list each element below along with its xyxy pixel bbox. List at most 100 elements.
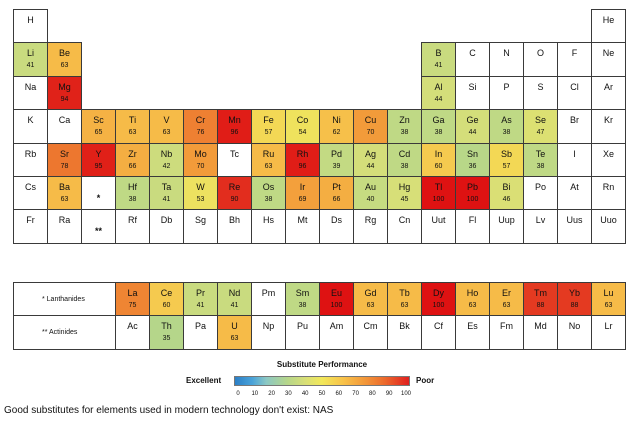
element-cell-uup: Uup bbox=[489, 209, 524, 244]
element-symbol: Po bbox=[534, 182, 546, 192]
element-cell-th: Th 35 bbox=[149, 315, 184, 350]
element-symbol: Rn bbox=[602, 182, 615, 192]
element-symbol: P bbox=[503, 81, 510, 92]
element-score: 63 bbox=[60, 62, 69, 70]
element-symbol: Rf bbox=[128, 215, 137, 226]
element-cell-cr: Cr 76 bbox=[183, 109, 218, 144]
element-cell-lu: Lu 63 bbox=[591, 282, 626, 317]
element-score: 62 bbox=[332, 129, 341, 137]
element-score: 96 bbox=[298, 162, 307, 170]
element-symbol: Ho bbox=[466, 288, 479, 298]
element-symbol: Sg bbox=[194, 215, 206, 226]
element-score: 44 bbox=[468, 129, 477, 137]
element-symbol: Tm bbox=[534, 288, 547, 298]
element-symbol: Eu bbox=[330, 288, 342, 298]
element-cell-v: V 63 bbox=[149, 109, 184, 144]
element-symbol: Sb bbox=[500, 148, 512, 159]
element-score: 45 bbox=[400, 196, 409, 203]
element-cell-ar: Ar bbox=[591, 75, 626, 111]
element-cell-fe: Fe 57 bbox=[251, 109, 286, 144]
element-score: 70 bbox=[196, 162, 205, 170]
element-symbol: Ne bbox=[602, 48, 615, 59]
element-cell-cd: Cd 38 bbox=[387, 142, 422, 177]
element-symbol: Tl bbox=[434, 182, 443, 192]
element-cell-cf: Cf bbox=[421, 315, 456, 350]
element-score: 65 bbox=[94, 129, 103, 137]
element-cell-ba: Ba 63 bbox=[47, 176, 82, 211]
element-symbol: Mo bbox=[194, 148, 207, 159]
element-score: 69 bbox=[298, 196, 307, 203]
element-symbol: Zn bbox=[399, 115, 410, 126]
element-symbol: Ca bbox=[58, 115, 71, 126]
element-cell-na: Na bbox=[13, 75, 48, 111]
element-cell-po: Po bbox=[523, 176, 558, 211]
caption: Good substitutes for elements used in mo… bbox=[4, 405, 334, 416]
element-score: 63 bbox=[128, 129, 137, 137]
element-score: 41 bbox=[230, 302, 239, 309]
legend-tick-label: 70 bbox=[352, 391, 359, 397]
legend-tick-label: 90 bbox=[385, 391, 393, 397]
element-score: 75 bbox=[128, 302, 137, 309]
element-symbol: Ds bbox=[331, 215, 342, 226]
element-cell-sr: Sr 78 bbox=[47, 142, 82, 177]
element-symbol: Hf bbox=[128, 182, 137, 192]
element-symbol: Sm bbox=[295, 288, 310, 298]
element-score: 63 bbox=[468, 302, 477, 309]
element-symbol: Se bbox=[534, 115, 546, 126]
element-symbol: No bbox=[568, 321, 581, 332]
element-cell-li: Li 41 bbox=[13, 42, 48, 77]
legend-tick-label: 80 bbox=[369, 391, 376, 397]
element-cell-sb: Sb 57 bbox=[489, 142, 524, 177]
element-symbol: At bbox=[570, 182, 579, 192]
element-cell-nd: Nd 41 bbox=[217, 282, 252, 317]
element-cell-ge: Ge 44 bbox=[455, 109, 490, 144]
element-symbol: Ru bbox=[262, 148, 275, 159]
element-score: 60 bbox=[434, 162, 443, 170]
element-cell-c: C bbox=[455, 42, 490, 77]
element-symbol: C bbox=[469, 48, 476, 59]
element-symbol: Ar bbox=[604, 81, 613, 92]
element-symbol: Au bbox=[364, 182, 376, 192]
element-symbol: Rb bbox=[24, 148, 37, 159]
element-symbol: Ni bbox=[332, 115, 341, 126]
element-cell-k: K bbox=[13, 109, 48, 144]
element-cell-actinide-marker: ** bbox=[81, 209, 116, 244]
element-cell-ir: Ir 69 bbox=[285, 176, 320, 211]
element-symbol: Te bbox=[535, 148, 546, 159]
element-cell-mn: Mn 96 bbox=[217, 109, 252, 144]
element-symbol: Hs bbox=[263, 215, 274, 226]
element-marker: * bbox=[96, 193, 101, 203]
element-score: 60 bbox=[162, 302, 171, 309]
element-score: 38 bbox=[128, 196, 137, 203]
legend-title: Substitute Performance bbox=[276, 360, 368, 369]
element-cell-au: Au 40 bbox=[353, 176, 388, 211]
element-score: 44 bbox=[434, 95, 443, 103]
element-cell-no: No bbox=[557, 315, 592, 350]
element-cell-pt: Pt 66 bbox=[319, 176, 354, 211]
element-score: 39 bbox=[332, 162, 341, 170]
element-cell-tl: Tl 100 bbox=[421, 176, 456, 211]
element-symbol: Kr bbox=[604, 115, 613, 126]
element-score: 94 bbox=[60, 95, 69, 103]
legend-tick-label: 0 bbox=[236, 391, 240, 397]
element-cell-er: Er 63 bbox=[489, 282, 524, 317]
element-cell-hs: Hs bbox=[251, 209, 286, 244]
element-cell-rn: Rn bbox=[591, 176, 626, 211]
element-score: 41 bbox=[26, 62, 35, 70]
element-cell-sg: Sg bbox=[183, 209, 218, 244]
element-symbol: Cl bbox=[570, 81, 579, 92]
element-symbol: Ag bbox=[364, 148, 376, 159]
element-cell-lr: Lr bbox=[591, 315, 626, 350]
element-symbol: Pa bbox=[194, 321, 206, 332]
element-symbol: U bbox=[231, 321, 238, 332]
element-cell-la: La 75 bbox=[115, 282, 150, 317]
element-symbol: Al bbox=[434, 81, 443, 92]
element-score: 44 bbox=[366, 162, 375, 170]
element-symbol: Zr bbox=[128, 148, 137, 159]
element-symbol: I bbox=[573, 148, 576, 159]
element-cell-gd: Gd 63 bbox=[353, 282, 388, 317]
element-symbol: W bbox=[196, 182, 205, 192]
element-score: 57 bbox=[502, 162, 511, 170]
element-score: 41 bbox=[162, 196, 171, 203]
element-symbol: S bbox=[537, 81, 544, 92]
